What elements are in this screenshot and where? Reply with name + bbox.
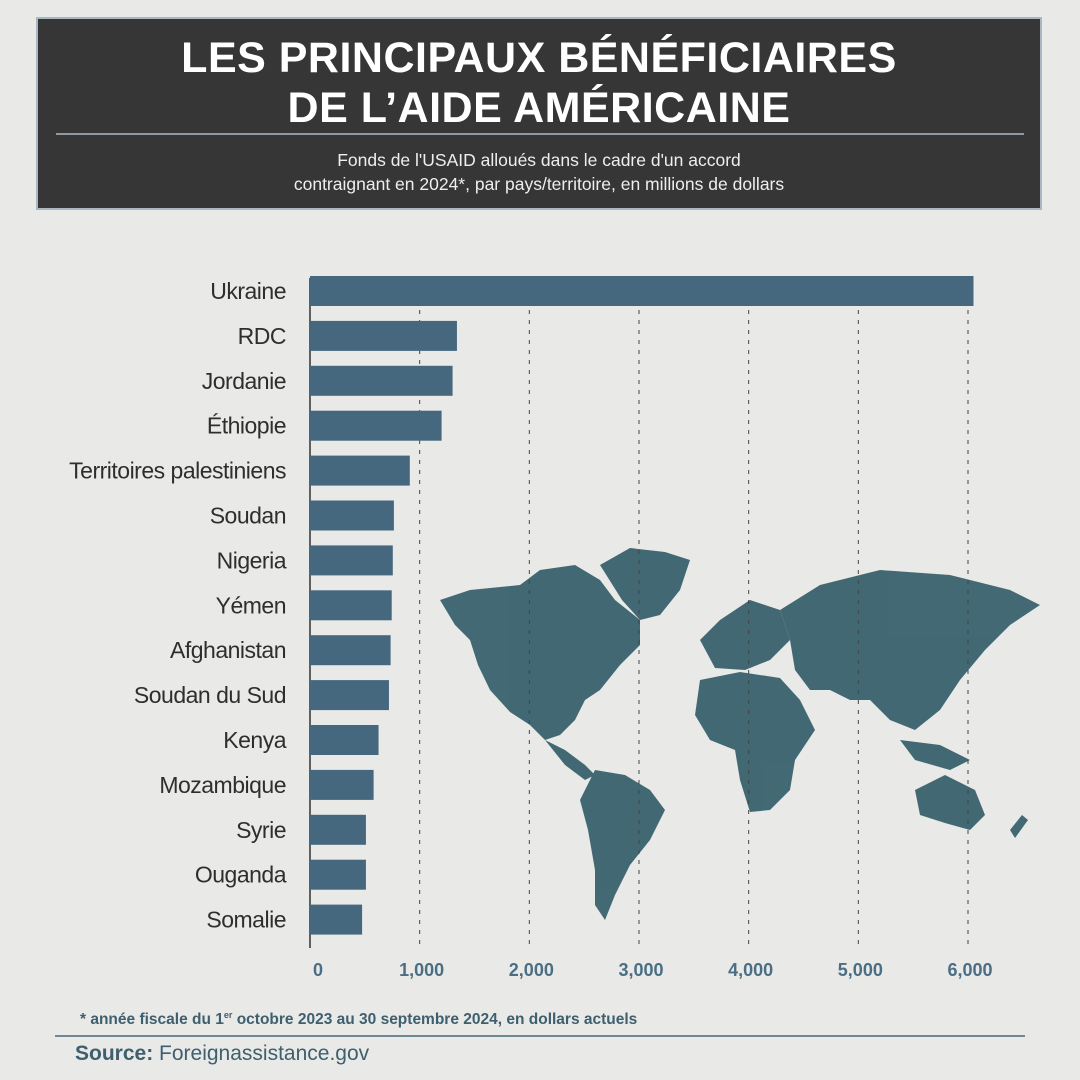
subtitle-line-1: Fonds de l'USAID alloués dans le cadre d… [337,150,741,170]
category-label: RDC [238,323,286,349]
bar [310,725,379,755]
source-value: Foreignassistance.gov [153,1042,370,1065]
bar [310,590,392,621]
category-label: Soudan [210,503,286,529]
x-tick-label: 2,000 [509,960,554,980]
category-label: Yémen [216,592,286,618]
x-tick-label: 6,000 [947,960,992,980]
divider [56,133,1024,135]
bars [310,276,974,935]
category-label: Territoires palestiniens [69,458,286,484]
category-label: Jordanie [202,368,286,394]
category-label: Ouganda [195,862,287,888]
bar [310,680,389,711]
title-line-1: LES PRINCIPAUX BÉNÉFICIAIRES [181,34,897,82]
category-label: Ukraine [210,278,286,304]
footer-divider [55,1035,1025,1037]
bar [310,859,366,890]
category-label: Somalie [206,907,286,933]
bar [310,320,457,351]
subtitle-line-2: contraignant en 2024*, par pays/territoi… [293,174,785,194]
chart-subtitle: Fonds de l'USAID alloués dans le cadre d… [38,148,1040,196]
bar [310,500,394,531]
bar [310,276,974,306]
x-tick-label: 1,000 [399,960,444,980]
chart-title: LES PRINCIPAUX BÉNÉFICIAIRES DE L’AIDE A… [38,33,1040,133]
bar [310,904,363,935]
category-label: Nigeria [217,547,287,573]
category-label: Syrie [236,817,286,843]
category-label: Kenya [223,727,286,753]
category-label: Afghanistan [170,637,286,663]
title-panel: LES PRINCIPAUX BÉNÉFICIAIRES DE L’AIDE A… [36,17,1042,210]
title-line-2: DE L’AIDE AMÉRICAINE [287,84,791,132]
category-labels: Ukraine RDC Jordanie Éthiopie Territoires pa… [69,278,287,933]
bar [310,365,453,396]
category-label: Mozambique [159,772,286,798]
category-label: Éthiopie [207,413,286,439]
source-label: Source: [75,1042,154,1065]
bar [310,410,442,441]
bar [310,814,366,845]
bar [310,545,393,576]
footnote: * année fiscale du 1er octobre 2023 au 3… [80,1010,637,1029]
bar [310,455,410,486]
source: Source: Foreignassistance.gov [75,1042,369,1066]
x-tick-labels: 0 1,000 2,000 3,000 4,000 5,000 6,000 [313,960,993,980]
footnote-superscript: er [223,1010,233,1020]
x-tick-label: 3,000 [618,960,663,980]
gridlines [419,300,969,948]
bar [310,769,374,800]
footnote-text-end: octobre 2023 au 30 septembre 2024, en do… [232,1011,638,1029]
x-tick-label: 4,000 [728,960,773,980]
x-tick-label: 5,000 [838,960,883,980]
world-map-illustration [440,548,1040,920]
bar [310,635,391,666]
category-label: Soudan du Sud [134,682,286,708]
x-tick-label: 0 [313,960,323,980]
footnote-text: * année fiscale du 1 [80,1011,224,1029]
